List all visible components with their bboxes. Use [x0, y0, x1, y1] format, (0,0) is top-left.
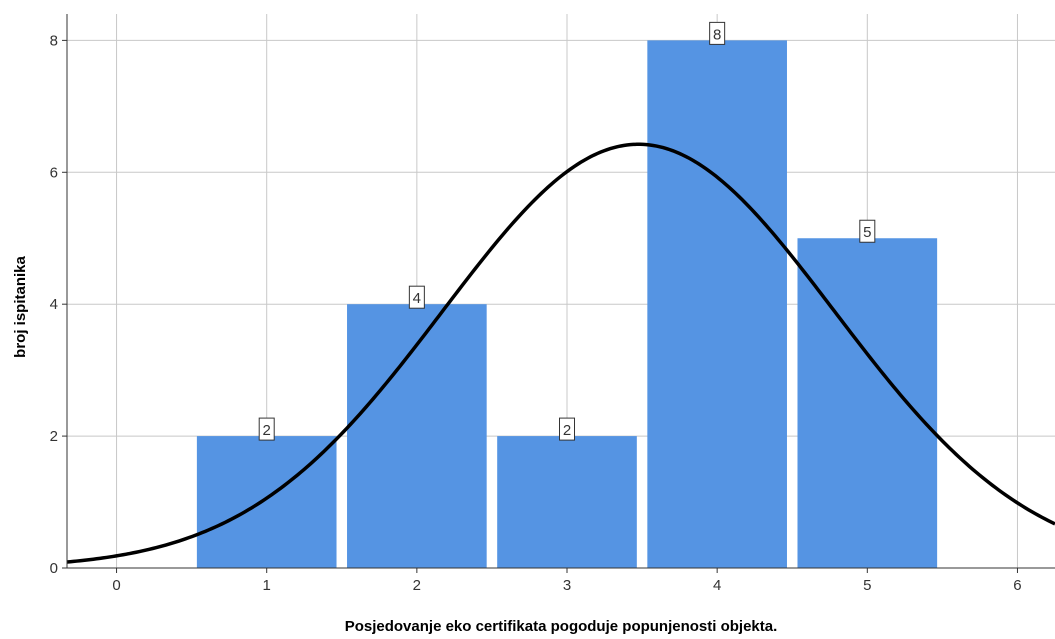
data-labels: 2 4 2 8 5 [258, 21, 876, 441]
y-tick-label: 4 [50, 296, 58, 313]
y-tick-label: 0 [50, 560, 58, 577]
x-tick-label: 6 [1013, 577, 1021, 594]
histogram-bar [196, 436, 337, 568]
data-label-box [709, 21, 726, 45]
x-tick-label: 4 [713, 577, 721, 594]
data-label-box [408, 285, 425, 309]
axes [62, 14, 1055, 573]
x-tick-label: 0 [112, 577, 120, 594]
data-label: 5 [863, 224, 871, 241]
data-label-box [859, 219, 876, 243]
histogram-bar [347, 304, 487, 568]
normal-curve-layer [66, 142, 1055, 564]
data-label-box [559, 417, 576, 441]
x-tick-label: 2 [413, 577, 421, 594]
bars [196, 40, 938, 568]
tick-labels: 0 1 2 3 4 5 6 0 2 4 6 8 [50, 32, 1022, 594]
data-label: 4 [413, 290, 421, 307]
histogram-bar [647, 40, 787, 568]
normal-curve [66, 142, 1055, 564]
y-tick-label: 8 [50, 32, 58, 49]
x-tick-label: 3 [563, 577, 571, 594]
data-label: 2 [563, 422, 571, 439]
y-axis-title: broj ispitanika [12, 256, 29, 358]
data-label: 2 [263, 422, 271, 439]
y-tick-label: 2 [50, 428, 58, 445]
histogram-bar [497, 436, 637, 568]
y-tick-label: 6 [50, 164, 58, 181]
x-tick-label: 5 [863, 577, 871, 594]
x-tick-label: 1 [263, 577, 271, 594]
data-label: 8 [713, 26, 721, 43]
x-axis-title: Posjedovanje eko certifikata pogoduje po… [345, 618, 778, 635]
data-label-box [258, 417, 275, 441]
